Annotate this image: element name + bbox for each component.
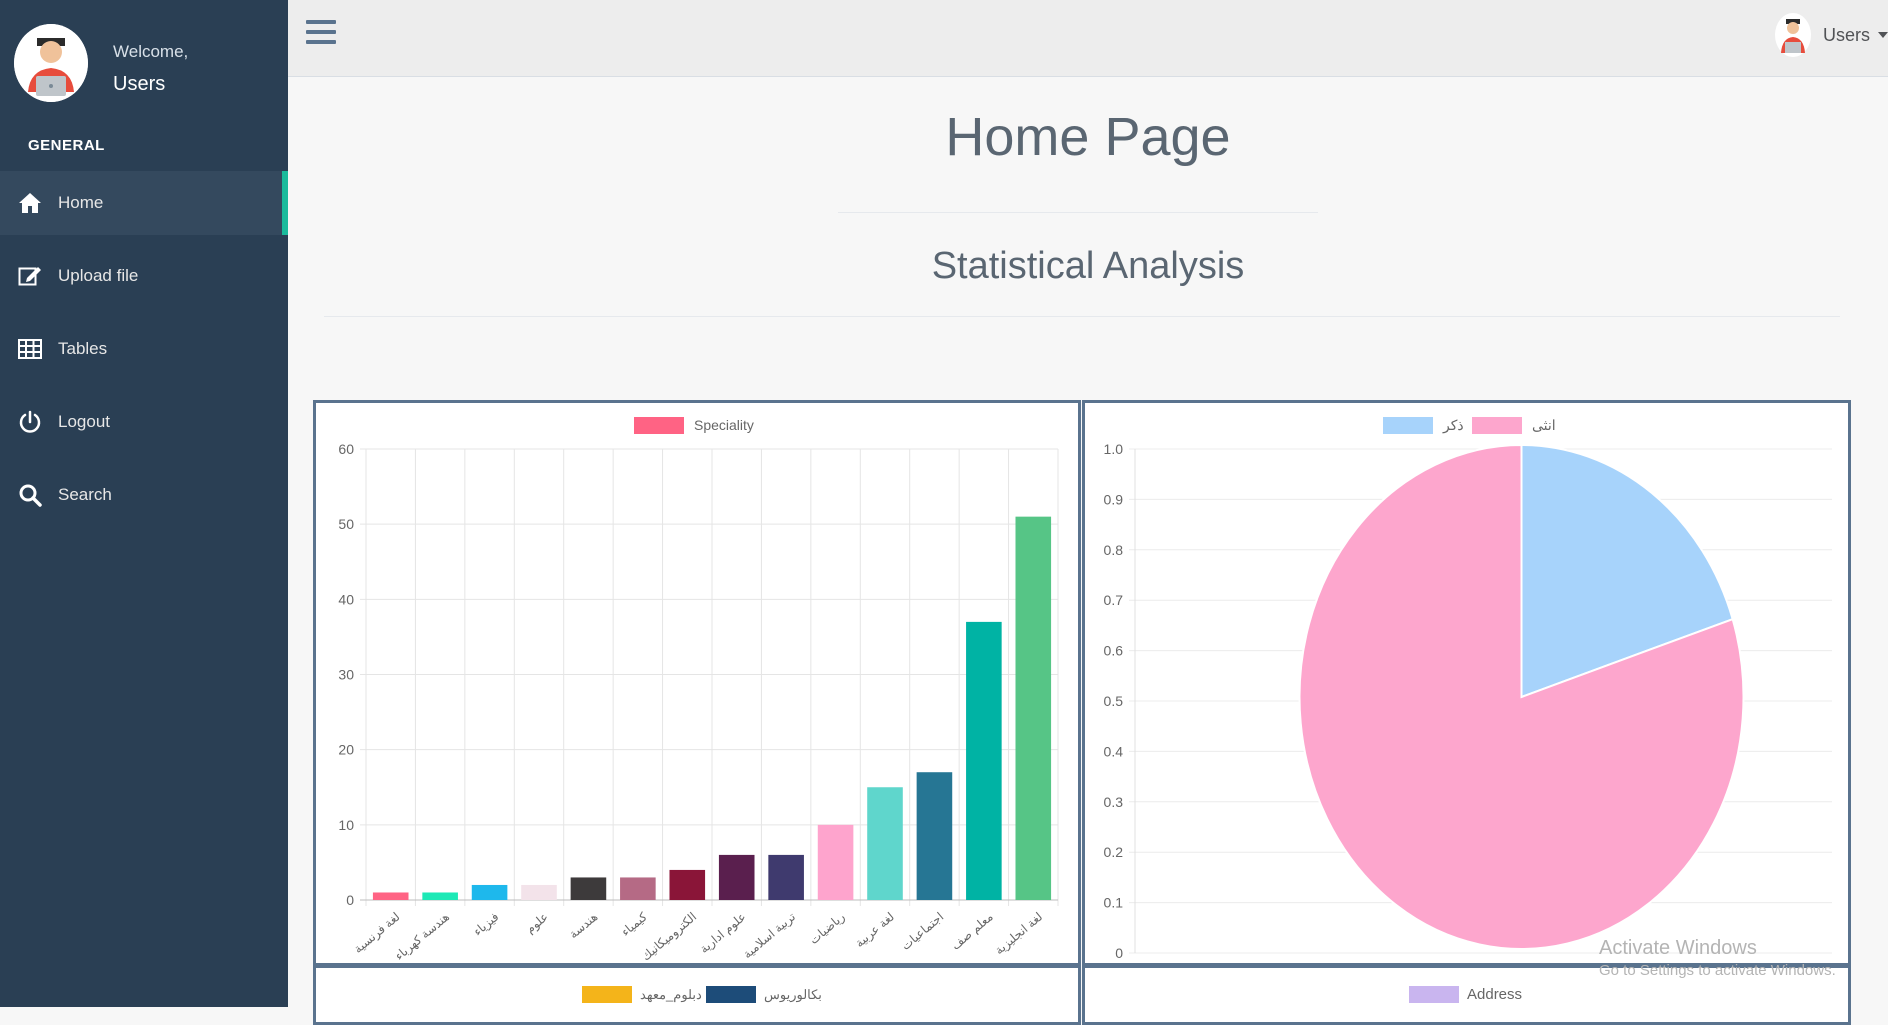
user-dropdown[interactable]: Users — [1775, 10, 1888, 60]
y-tick-label: 40 — [338, 591, 354, 607]
legend-swatch — [706, 986, 756, 1003]
power-icon — [18, 410, 42, 434]
page-title: Home Page — [288, 106, 1888, 168]
chart-legend: Speciality — [634, 417, 754, 434]
y-tick-label: 0.9 — [1104, 491, 1124, 507]
bar — [472, 885, 508, 900]
y-tick-label: 0.7 — [1104, 592, 1124, 608]
bar — [719, 855, 755, 900]
sidebar-item-label: Home — [58, 193, 103, 213]
bar — [620, 877, 656, 900]
bar — [818, 825, 854, 900]
x-tick-label: اجتماعيات — [899, 910, 947, 953]
bar — [521, 885, 557, 900]
bar — [422, 892, 458, 900]
caret-down-icon — [1878, 32, 1888, 38]
profile-avatar[interactable] — [14, 24, 88, 104]
table-icon — [18, 337, 42, 361]
legend-swatch — [634, 417, 684, 434]
user-avatar-icon — [1775, 13, 1811, 57]
legend-label: ذكر — [1442, 417, 1464, 434]
y-tick-label: 50 — [338, 516, 354, 532]
bar — [1015, 517, 1051, 900]
y-tick-label: 1.0 — [1104, 441, 1124, 457]
sidebar-item-search[interactable]: Search — [0, 463, 288, 527]
bar — [768, 855, 804, 900]
bar — [669, 870, 705, 900]
degree-chart-legend: دبلوم_معهد بكالوريوس — [316, 968, 1078, 1008]
y-tick-label: 0.3 — [1104, 794, 1124, 810]
welcome-text: Welcome, — [113, 42, 188, 62]
legend-label: انثى — [1532, 417, 1556, 433]
x-tick-label: علوم — [523, 910, 551, 937]
divider — [324, 316, 1840, 317]
y-tick-label: 0.6 — [1104, 643, 1124, 659]
home-icon — [18, 191, 42, 215]
menu-section-title: GENERAL — [28, 137, 105, 154]
x-tick-label: رياضيات — [807, 909, 848, 947]
sidebar-item-label: Logout — [58, 412, 110, 432]
bar — [867, 787, 903, 900]
section-subtitle: Statistical Analysis — [288, 245, 1888, 288]
speciality-chart-panel: Speciality 0 10 20 30 40 50 60 لغة فرنسية هندسة ك… — [313, 400, 1081, 966]
watermark-subtitle: Go to Settings to activate Windows. — [1599, 962, 1888, 979]
sidebar-item-upload-file[interactable]: Upload file — [0, 244, 288, 308]
legend-label: Speciality — [694, 417, 754, 433]
legend-swatch — [1472, 417, 1522, 434]
x-tick-label: معلم صف — [948, 910, 995, 953]
hamburger-icon[interactable] — [306, 20, 336, 48]
y-tick-label: 0 — [1115, 945, 1123, 961]
degree-chart-panel: دبلوم_معهد بكالوريوس — [313, 965, 1081, 1025]
bar — [571, 877, 607, 900]
x-tick-label: تربية اسلامية — [740, 910, 798, 962]
y-tick-label: 0.5 — [1104, 693, 1124, 709]
x-tick-label: هندسة كهرباء — [392, 910, 452, 963]
bar — [966, 622, 1002, 900]
y-tick-label: 0.1 — [1104, 895, 1124, 911]
y-tick-label: 0.8 — [1104, 542, 1124, 558]
x-tick-label: لغة انجليزية — [992, 910, 1045, 958]
user-menu-label: Users — [1823, 25, 1870, 46]
chart-legend: ذكر انثى — [1383, 417, 1556, 434]
watermark-title: Activate Windows — [1599, 937, 1888, 960]
sidebar-item-label: Upload file — [58, 266, 138, 286]
search-icon — [18, 483, 42, 507]
edit-icon — [18, 264, 42, 288]
x-tick-label: فيزياء — [471, 910, 502, 939]
sidebar-item-tables[interactable]: Tables — [0, 317, 288, 381]
legend-label: Address — [1467, 986, 1522, 1003]
x-tick-label: لغة عربية — [852, 910, 897, 951]
y-tick-label: 10 — [338, 817, 354, 833]
y-tick-label: 30 — [338, 667, 354, 683]
sidebar-item-logout[interactable]: Logout — [0, 390, 288, 454]
activation-watermark: Activate Windows Go to Settings to activ… — [1599, 937, 1888, 979]
y-tick-label: 0.2 — [1104, 844, 1124, 860]
legend-label: بكالوريوس — [764, 987, 822, 1003]
y-tick-label: 60 — [338, 441, 354, 457]
legend-swatch — [582, 986, 632, 1003]
legend-swatch — [1383, 417, 1433, 434]
x-tick-label: هندسة — [566, 910, 600, 942]
y-tick-label: 0 — [346, 892, 354, 908]
sidebar-item-home[interactable]: Home — [0, 171, 288, 235]
bar — [373, 892, 409, 900]
bar — [917, 772, 953, 900]
x-tick-label: كيمياء — [618, 909, 650, 939]
gender-pie-chart: ذكر انثى 0 0.1 0.2 0.3 0.4 0.5 0.6 0.7 0.8 0.9 1.0 — [1085, 403, 1848, 963]
avatar — [14, 24, 88, 102]
sidebar-item-label: Search — [58, 485, 112, 505]
y-tick-label: 0.4 — [1104, 743, 1124, 759]
x-tick-label: الكتروميكانيك — [639, 910, 699, 963]
gender-chart-panel: ذكر انثى 0 0.1 0.2 0.3 0.4 0.5 0.6 0.7 0.8 0.9 1.0 — [1082, 400, 1851, 966]
legend-swatch — [1409, 986, 1459, 1003]
sidebar-item-label: Tables — [58, 339, 107, 359]
sidebar-username: Users — [113, 73, 165, 96]
top-navbar: Users — [288, 0, 1888, 77]
y-tick-label: 20 — [338, 742, 354, 758]
divider — [838, 212, 1318, 213]
sidebar: Welcome, Users GENERAL Home Upload file … — [0, 0, 288, 1007]
legend-label: دبلوم_معهد — [640, 987, 702, 1003]
